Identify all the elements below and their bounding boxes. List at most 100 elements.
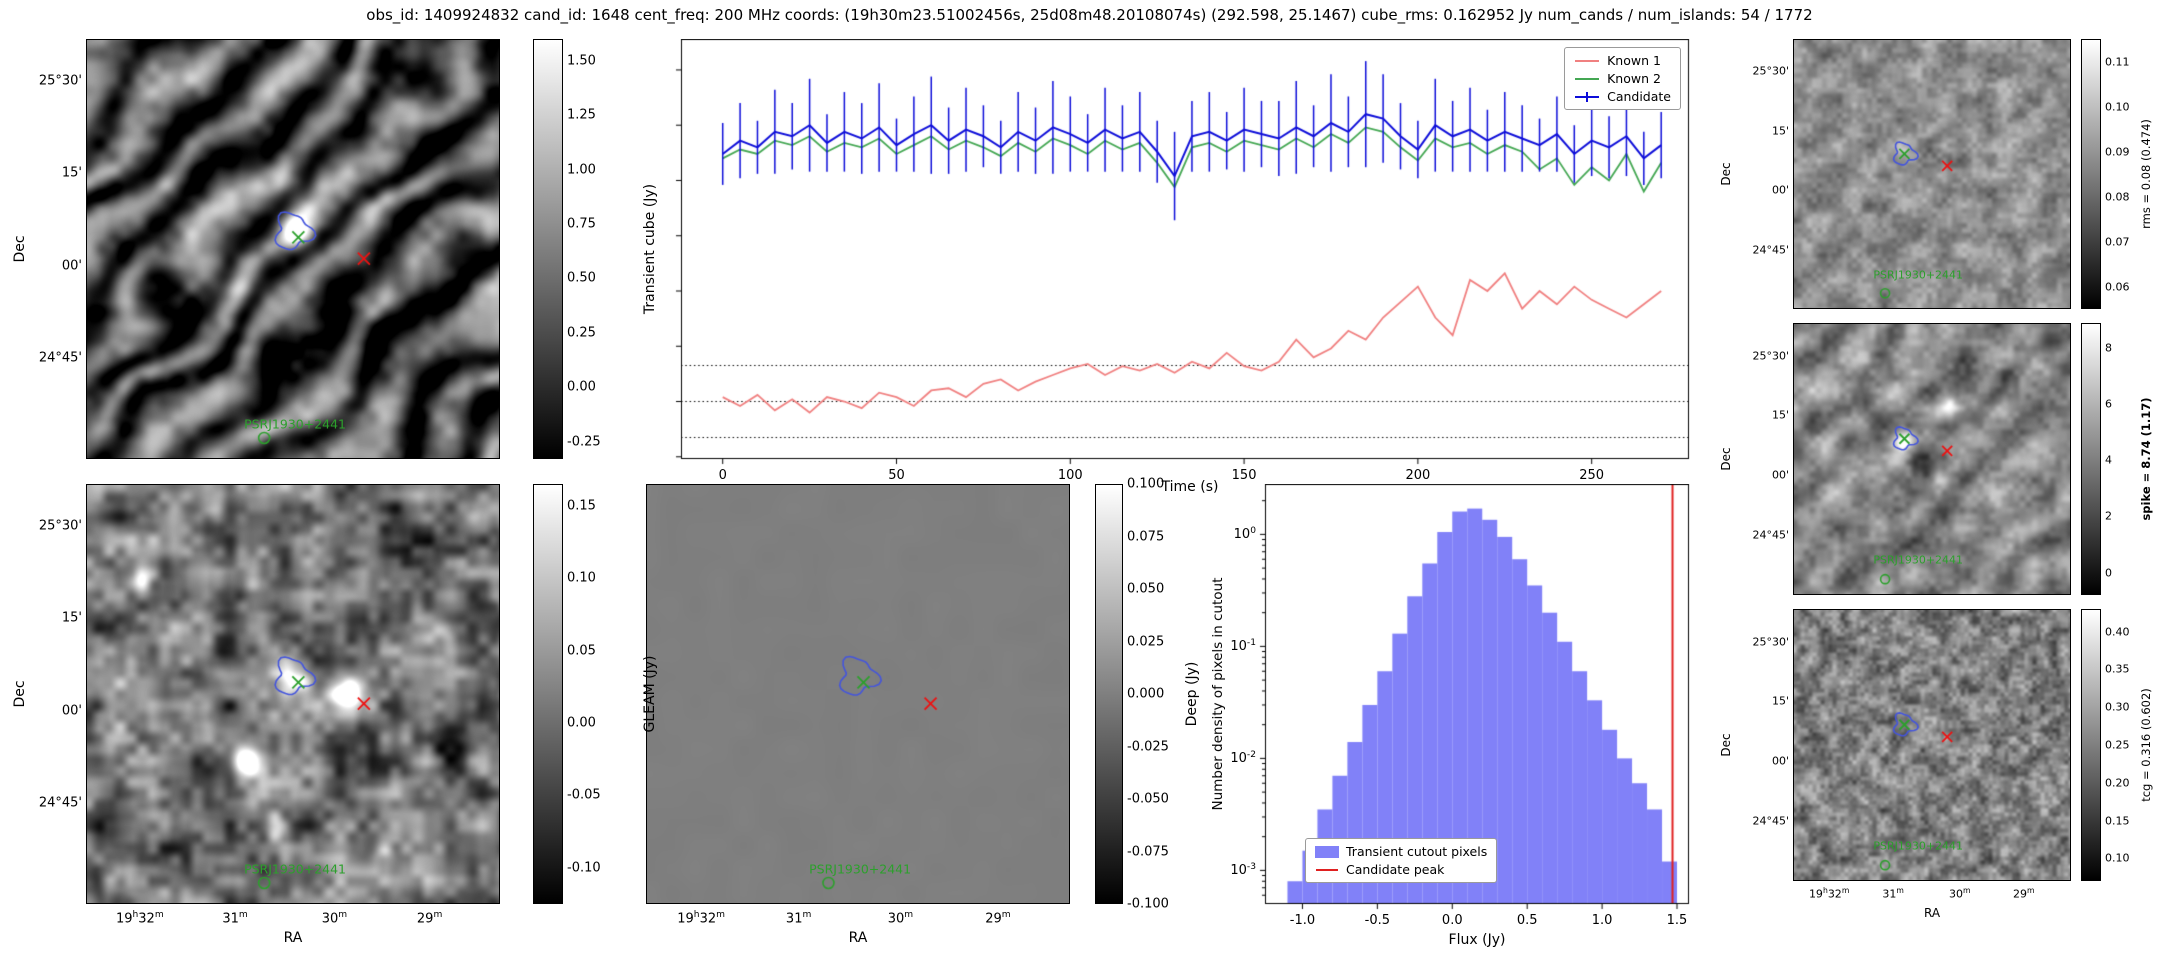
flux-axis-label: Flux (Jy): [1448, 932, 1506, 948]
time-axis-label: Time (s): [1161, 479, 1219, 495]
colorbar-tick-label: 0.50: [567, 270, 596, 286]
colorbar-tick-label: 0.08: [2105, 190, 2130, 203]
legend-item-candidate-peak: Candidate peak: [1315, 862, 1487, 877]
ra-tick-label: 30m: [1949, 886, 1971, 901]
colorbar-tick-label: 0.15: [567, 498, 596, 514]
dec-tick-label: 00': [1771, 468, 1789, 482]
dec-tick-label: 24°45': [1752, 814, 1789, 828]
colorbar-spike: [2081, 323, 2101, 595]
dec-tick-label: 25°30': [38, 73, 82, 89]
dec-tick-label: 15': [1771, 694, 1789, 708]
dec-tick-label: 00': [1771, 183, 1789, 197]
legend-line-candidate-peak-swatch: [1316, 868, 1338, 871]
colorbar-tick-label: 1.50: [567, 53, 596, 69]
colorbar-transient-cube: [533, 39, 563, 459]
gleam-image: [87, 485, 499, 903]
colorbar-tick-label: 0.10: [567, 570, 596, 586]
colorbar-tick-label: -0.050: [1127, 791, 1169, 807]
colorbar-tick-label: -0.025: [1127, 739, 1169, 754]
dec-tick-label: 00': [1771, 754, 1789, 768]
colorbar-tick-label: 0.00: [567, 715, 596, 731]
dec-tick-label: 24°45': [1752, 243, 1789, 257]
colorbar-tick-label: 0.25: [567, 325, 596, 341]
rms-image: [1794, 40, 2070, 308]
colorbar-tick-label: 0.10: [2105, 851, 2130, 865]
panel-deep-cutout: PSRJ1930+2441: [646, 484, 1070, 904]
colorbar-tick-label: 0.20: [2105, 776, 2130, 790]
psr-source-label: PSRJ1930+2441: [809, 861, 912, 877]
colorbar-tick-label: 0: [2105, 566, 2112, 580]
time-tick-label: 150: [1231, 468, 1257, 483]
ra-tick-label: 31m: [222, 910, 248, 927]
ra-tick-label: 19h32m: [677, 910, 725, 927]
dec-tick-label: 24°45': [38, 795, 82, 811]
colorbar-tick-label: 1.00: [567, 162, 596, 178]
colorbar-tick-label: -0.10: [567, 860, 601, 876]
transient-cube-image: [87, 40, 499, 458]
colorbar-tick-label: 0.000: [1127, 686, 1165, 702]
colorbar-axis-label: Deep (Jy): [1184, 661, 1200, 727]
colorbar-tick-label: 0.100: [1127, 476, 1165, 492]
time-tick-label: 0: [718, 468, 727, 483]
ra-axis-label: RA: [283, 930, 303, 946]
colorbar-axis-label: Transient cube (Jy): [642, 183, 658, 315]
time-tick-label: 200: [1405, 468, 1431, 483]
dec-axis-label: Dec: [1719, 162, 1733, 186]
flux-tick-label: 1.5: [1666, 913, 1688, 928]
density-tick-label: 10-3: [1230, 862, 1256, 879]
colorbar-tick-label: 2: [2105, 509, 2112, 523]
ra-tick-label: 29m: [416, 910, 443, 927]
colorbar-tick-label: 0.06: [2105, 280, 2130, 293]
colorbar-tick-label: 0.09: [2105, 145, 2130, 158]
lightcurve-plot: [674, 39, 1696, 466]
ra-tick-label: 19h32m: [1808, 886, 1850, 901]
colorbar-tick-label: -0.05: [567, 787, 601, 803]
colorbar-axis-label: rms = 0.08 (0.474): [2139, 119, 2153, 229]
flux-tick-label: -0.5: [1364, 913, 1391, 928]
flux-tick-label: 1.0: [1591, 913, 1613, 928]
dec-axis-label: Dec: [1719, 733, 1733, 757]
colorbar-tick-label: 0.11: [2105, 55, 2130, 68]
dec-tick-label: 15': [61, 165, 82, 181]
time-tick-label: 50: [888, 468, 905, 483]
density-axis-label: Number density of pixels in cutout: [1210, 577, 1226, 811]
legend-line-known2-swatch: [1575, 77, 1600, 80]
panel-tcg-map: PSRJ1930+2441: [1793, 609, 2071, 881]
colorbar-tick-label: 1.25: [567, 107, 596, 123]
psr-source-label: PSRJ1930+2441: [244, 416, 347, 432]
ra-tick-label: 30m: [887, 910, 914, 927]
time-tick-label: 100: [1057, 468, 1083, 483]
dec-tick-label: 25°30': [1752, 635, 1789, 649]
colorbar-tick-label: -0.075: [1127, 844, 1169, 859]
colorbar-tick-label: 0.35: [2105, 662, 2130, 676]
colorbar-tick-label: 0.05: [567, 643, 596, 659]
density-tick-label: 10-2: [1230, 750, 1256, 767]
legend-patch-cutout-pixels-swatch: [1315, 845, 1339, 858]
colorbar-tick-label: 0.30: [2105, 700, 2130, 714]
dec-tick-label: 15': [1771, 408, 1789, 422]
lightcurve-legend: Known 1 Known 2 Candidate: [1564, 47, 1681, 110]
legend-item-cutout-pixels: Transient cutout pixels: [1315, 844, 1487, 859]
colorbar-tick-label: 0.25: [2105, 738, 2130, 752]
legend-label-known2: Known 2: [1607, 71, 1661, 86]
colorbar-tcg: [2081, 609, 2101, 881]
density-tick-label: 100: [1233, 526, 1256, 543]
ra-tick-label: 31m: [785, 910, 812, 927]
legend-errorbar-candidate-swatch: [1575, 91, 1600, 102]
spike-image: [1794, 324, 2070, 594]
dec-tick-label: 24°45': [38, 350, 82, 366]
dec-tick-label: 25°30': [1752, 349, 1789, 363]
psr-source-label: PSRJ1930+2441: [1873, 553, 1964, 567]
flux-tick-label: 0.5: [1516, 913, 1538, 928]
ra-tick-label: 29m: [2012, 886, 2035, 901]
legend-item-known1: Known 1: [1574, 53, 1671, 68]
flux-tick-label: 0.0: [1441, 913, 1463, 928]
dec-tick-label: 25°30': [38, 518, 82, 534]
panel-transient-cube-cutout: PSRJ1930+2441: [86, 39, 500, 459]
dec-tick-label: 15': [1771, 124, 1789, 138]
dec-axis-label: Dec: [1719, 447, 1733, 471]
panel-gleam-cutout: PSRJ1930+2441: [86, 484, 500, 904]
colorbar-tick-label: 0.15: [2105, 814, 2130, 828]
deep-image: [647, 485, 1069, 903]
time-tick-label: 250: [1579, 468, 1605, 483]
